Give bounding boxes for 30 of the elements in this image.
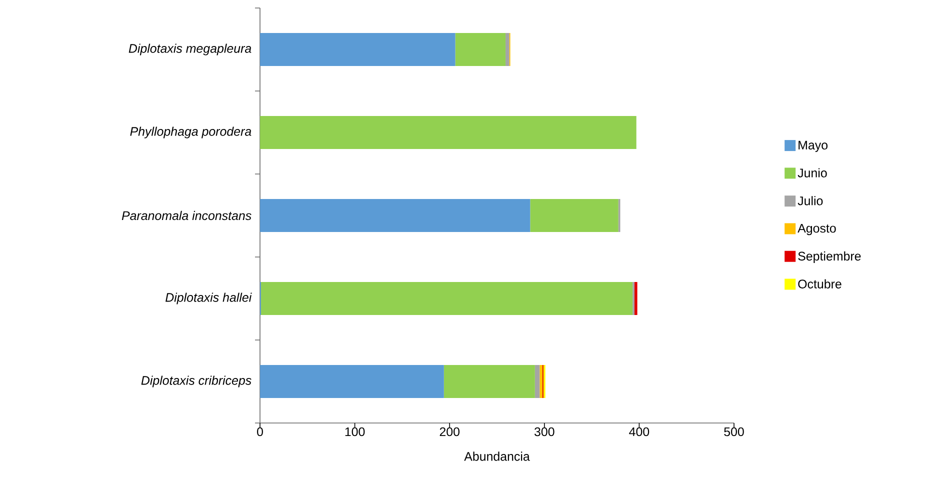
bar [534,365,540,398]
y-tick-label: Paranomala inconstans [122,210,252,220]
legend-label: Septiembre [798,251,861,264]
bar [540,365,543,398]
legend-label: Octubre [798,279,842,288]
bar [444,365,535,398]
y-tick-label: Diplotaxis cribriceps [141,376,252,388]
bar [634,282,638,315]
bar [506,33,510,66]
bar [455,33,506,66]
bar [260,282,633,315]
x-tick-label: 200 [440,427,460,436]
bar [530,199,618,232]
legend-label: Agosto [798,224,836,236]
y-tick-label: Diplotaxis hallei [166,292,252,304]
x-axis-title: Abundancia [464,452,530,461]
legend-label: Julio [798,196,823,206]
x-tick-label: 100 [345,427,365,436]
bar [260,365,444,398]
x-tick-label: 300 [534,427,554,436]
x-tick-label: 0 [257,427,263,436]
y-tick-label: Diplotaxis megapleura [128,44,252,56]
bar [260,33,456,66]
legend-label: Junio [798,168,827,178]
bar [260,199,530,232]
legend-label: Mayo [798,140,828,152]
x-tick-label: 500 [724,427,744,436]
y-tick-label: Phyllophaga porodera [130,126,252,138]
bar [260,116,636,149]
x-tick-label: 400 [629,427,650,436]
